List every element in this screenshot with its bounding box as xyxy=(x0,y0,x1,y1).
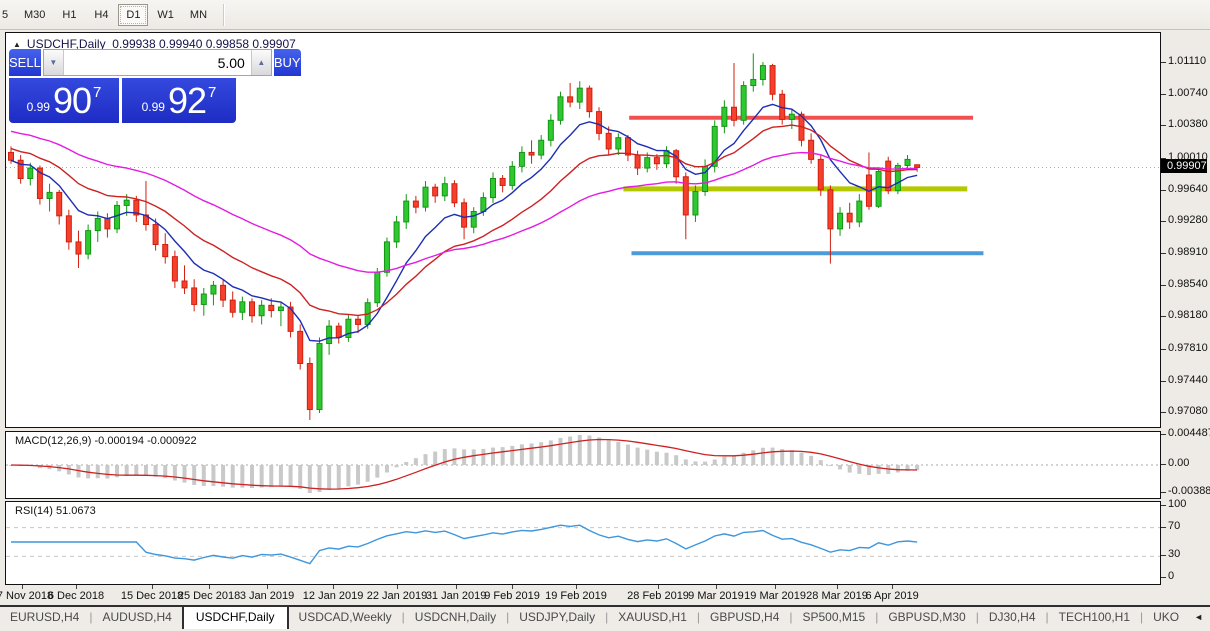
chart-tab-bar: EURUSD,H4 | AUDUSD,H4 USDCHF,Daily USDCAD,We… xyxy=(0,605,1210,631)
rsi-label: RSI(14) 51.0673 xyxy=(15,505,96,517)
tab-xauusd-h1[interactable]: XAUUSD,H1 xyxy=(618,610,687,624)
tab-separator: | xyxy=(506,610,510,624)
chart-ohlc-values: 0.99938 0.99940 0.99858 0.99907 xyxy=(112,37,296,51)
timeframe-button-mn[interactable]: MN xyxy=(183,4,214,26)
date-tick-label: 15 Dec 2018 xyxy=(120,590,184,602)
tab-separator: | xyxy=(1045,610,1049,624)
timeframe-button-d1[interactable]: D1 xyxy=(118,3,149,26)
date-tick-label: 28 Feb 2019 xyxy=(627,590,689,602)
date-tick-label: 25 Dec 2018 xyxy=(177,590,241,602)
axis-tick-label: 1.00010 xyxy=(1168,150,1208,163)
splitter-macd-rsi[interactable] xyxy=(5,499,1161,501)
date-tick-label: 27 Nov 2018 xyxy=(0,590,54,602)
buy-price-pip: 7 xyxy=(208,84,217,101)
tab-uko[interactable]: UKO xyxy=(1153,610,1180,624)
toolbar-separator xyxy=(223,3,226,26)
current-price-badge: 0.99907 xyxy=(1161,159,1207,174)
axis-tick-label: 0.98180 xyxy=(1168,309,1208,322)
tab-separator: | xyxy=(1140,610,1144,624)
axis-tick-label: 30 xyxy=(1168,548,1181,561)
scroll-left-icon[interactable]: ◄ xyxy=(1194,612,1204,622)
tab-separator: | xyxy=(789,610,793,624)
axis-tick-label: 70 xyxy=(1168,519,1181,532)
macd-canvas[interactable] xyxy=(6,432,1160,498)
rsi-canvas[interactable] xyxy=(6,502,1160,584)
tab-separator: | xyxy=(89,610,93,624)
main-chart-canvas[interactable] xyxy=(6,33,1160,427)
axis-tick-label: 0.00 xyxy=(1168,456,1190,469)
buy-price-prefix: 0.99 xyxy=(141,99,165,114)
sell-price-button[interactable]: 0.99 90 7 xyxy=(9,78,119,123)
sell-price-pip: 7 xyxy=(93,84,102,101)
macd-label: MACD(12,26,9) -0.000194 -0.000922 xyxy=(15,435,197,447)
date-tick-label: 22 Jan 2019 xyxy=(366,590,428,602)
timeframe-toolbar: 5 M30 H1 H4 D1 W1 MN xyxy=(0,0,1210,30)
axis-tick-label: 1.00740 xyxy=(1168,87,1208,100)
axis-tick-label: 1.00380 xyxy=(1168,118,1208,131)
tab-separator: | xyxy=(401,610,405,624)
axis-tick-label: 0.99640 xyxy=(1168,182,1208,195)
axis-tick-label: 0.004487 xyxy=(1168,427,1210,439)
date-tick-label: 3 Jan 2019 xyxy=(239,590,295,602)
tab-gbpusd-h4[interactable]: GBPUSD,H4 xyxy=(710,610,780,624)
splitter-main-macd[interactable] xyxy=(5,428,1161,431)
axis-tick-label: 0.99280 xyxy=(1168,213,1208,226)
tab-sp500-m15[interactable]: SP500,M15 xyxy=(802,610,866,624)
chart-title: ▲ USDCHF,Daily 0.99938 0.99940 0.99858 0.… xyxy=(13,37,296,51)
volume-decrease-icon[interactable]: ▼ xyxy=(43,50,64,75)
tab-usdchf-daily[interactable]: USDCHF,Daily xyxy=(181,605,289,629)
date-tick-label: 19 Feb 2019 xyxy=(545,590,607,602)
macd-panel[interactable]: MACD(12,26,9) -0.000194 -0.000922 xyxy=(5,431,1161,499)
chart-symbol-period: USDCHF,Daily xyxy=(26,37,106,51)
date-tick-label: 6 Dec 2018 xyxy=(47,590,105,602)
date-tick-label: 9 Feb 2019 xyxy=(484,590,540,602)
axis-tick-label: 0 xyxy=(1168,570,1175,582)
buy-price-main: 92 xyxy=(167,79,207,121)
tab-tech100-h1[interactable]: TECH100,H1 xyxy=(1058,610,1131,624)
date-tick-label: 19 Mar 2019 xyxy=(744,590,806,602)
tab-usdjpy-daily[interactable]: USDJPY,Daily xyxy=(519,610,596,624)
tab-usdcnh-daily[interactable]: USDCNH,Daily xyxy=(414,610,497,624)
volume-input[interactable] xyxy=(63,50,251,75)
axis-tick-label: 0.97080 xyxy=(1168,405,1208,417)
date-tick-label: 31 Jan 2019 xyxy=(425,590,487,602)
tab-separator: | xyxy=(696,610,701,624)
rsi-panel[interactable]: RSI(14) 51.0673 xyxy=(5,501,1161,585)
timeframe-button-m30[interactable]: M30 xyxy=(17,4,52,26)
date-tick-label: 28 Mar 2019 xyxy=(806,590,868,602)
tab-audusd-h4[interactable]: AUDUSD,H4 xyxy=(102,610,172,624)
axis-tick-label: 0.97810 xyxy=(1168,341,1208,354)
sell-price-prefix: 0.99 xyxy=(26,99,50,114)
one-click-trade-panel: SELL ▼ ▲ BUY 0.99 90 7 0.99 92 7 xyxy=(9,49,301,123)
timeframe-button-h4[interactable]: H4 xyxy=(86,4,116,26)
axis-tick-label: -0.003883 xyxy=(1168,485,1210,497)
timeframe-button-w1[interactable]: W1 xyxy=(150,4,181,26)
axis-tick-label: 0.98910 xyxy=(1168,246,1208,259)
volume-spinner: ▼ ▲ xyxy=(42,49,272,76)
tab-separator: | xyxy=(875,610,879,624)
axis-tick-label: 0.98540 xyxy=(1168,278,1208,291)
sell-button[interactable]: SELL xyxy=(9,49,41,76)
date-tick-label: 12 Jan 2019 xyxy=(302,590,364,602)
tab-separator: | xyxy=(975,610,979,624)
tab-separator: | xyxy=(605,610,609,624)
date-tick-label: 9 Mar 2019 xyxy=(688,590,744,602)
axis-tick-label: 0.97440 xyxy=(1168,373,1208,386)
tab-gbpusd-m30[interactable]: GBPUSD,M30 xyxy=(888,610,966,624)
date-tick-label: 6 Apr 2019 xyxy=(865,590,919,602)
tab-dj30-h4[interactable]: DJ30,H4 xyxy=(988,610,1036,624)
price-scale: 0.99907 1.01110 1.00740 1.00380 1.00010 0.99… xyxy=(1161,32,1210,585)
buy-price-button[interactable]: 0.99 92 7 xyxy=(122,78,236,123)
collapse-panel-icon[interactable]: ▲ xyxy=(13,40,21,49)
tab-usdcad-weekly[interactable]: USDCAD,Weekly xyxy=(298,610,392,624)
axis-tick-label: 1.01110 xyxy=(1168,54,1207,67)
sell-price-main: 90 xyxy=(52,79,92,121)
volume-increase-icon[interactable]: ▲ xyxy=(250,50,271,75)
buy-button[interactable]: BUY xyxy=(273,49,301,76)
tab-eurusd-h4[interactable]: EURUSD,H4 xyxy=(10,610,80,624)
axis-tick-label: 100 xyxy=(1168,498,1187,510)
timeframe-button-h1[interactable]: H1 xyxy=(54,4,84,26)
timeframe-button-5[interactable]: 5 xyxy=(1,4,15,26)
